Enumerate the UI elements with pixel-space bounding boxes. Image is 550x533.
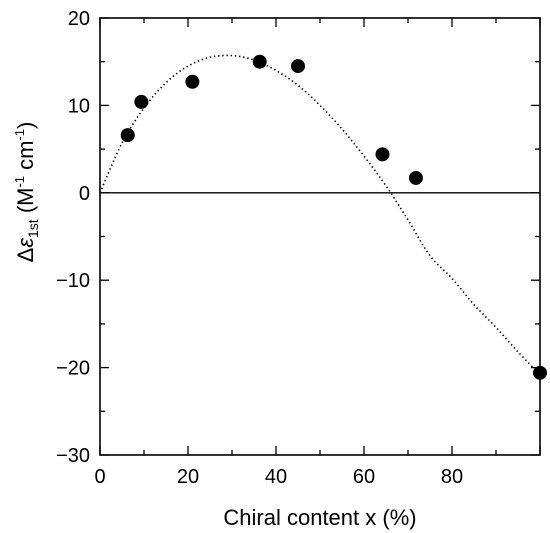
y-axis-title: Δε1st (M-1 cm-1) bbox=[12, 122, 41, 263]
ticks-layer bbox=[99, 17, 541, 456]
y-axis-title-unit-open: (M bbox=[13, 188, 38, 220]
data-point bbox=[291, 59, 305, 74]
fit-curve bbox=[99, 54, 541, 376]
y-tick-label: 0 bbox=[79, 183, 90, 205]
y-axis-title-exp1: -1 bbox=[12, 176, 27, 188]
points-layer bbox=[120, 54, 547, 380]
y-axis-title-unit-close: ) bbox=[13, 122, 38, 129]
data-point bbox=[252, 54, 267, 69]
y-tick-label: 20 bbox=[68, 8, 90, 30]
x-tick-label: 80 bbox=[441, 466, 463, 488]
y-axis-title-prefix: Δ bbox=[13, 247, 38, 262]
y-tick-label: −20 bbox=[56, 358, 90, 380]
data-point bbox=[375, 147, 390, 162]
y-tick-label: 10 bbox=[68, 95, 90, 117]
y-tick-label: −10 bbox=[56, 270, 90, 292]
data-point bbox=[408, 170, 423, 185]
y-axis-title-symbol: ε bbox=[13, 238, 38, 248]
x-tick-label: 40 bbox=[265, 466, 287, 488]
y-axis-title-subscript: 1st bbox=[25, 219, 41, 238]
y-tick-label: −30 bbox=[56, 445, 90, 467]
plot-frame bbox=[99, 17, 541, 456]
x-axis-title: Chiral content x (%) bbox=[223, 505, 416, 530]
data-point bbox=[533, 365, 547, 380]
data-point bbox=[134, 94, 149, 109]
y-axis-title-exp2: -1 bbox=[12, 129, 27, 141]
x-tick-label: 60 bbox=[353, 466, 375, 488]
data-point bbox=[185, 74, 200, 89]
x-tick-label: 20 bbox=[177, 466, 199, 488]
y-axis-title-unit-mid: cm bbox=[13, 141, 38, 176]
x-tick-label: 0 bbox=[94, 466, 105, 488]
data-point bbox=[120, 128, 135, 143]
